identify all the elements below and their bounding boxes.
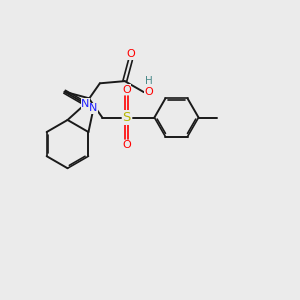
Text: O: O: [126, 50, 135, 59]
Text: O: O: [122, 140, 131, 150]
Text: H: H: [145, 76, 153, 86]
Text: O: O: [122, 85, 131, 95]
Text: S: S: [122, 111, 130, 124]
Text: N: N: [81, 99, 90, 109]
Text: O: O: [145, 87, 154, 97]
Text: N: N: [89, 103, 98, 113]
